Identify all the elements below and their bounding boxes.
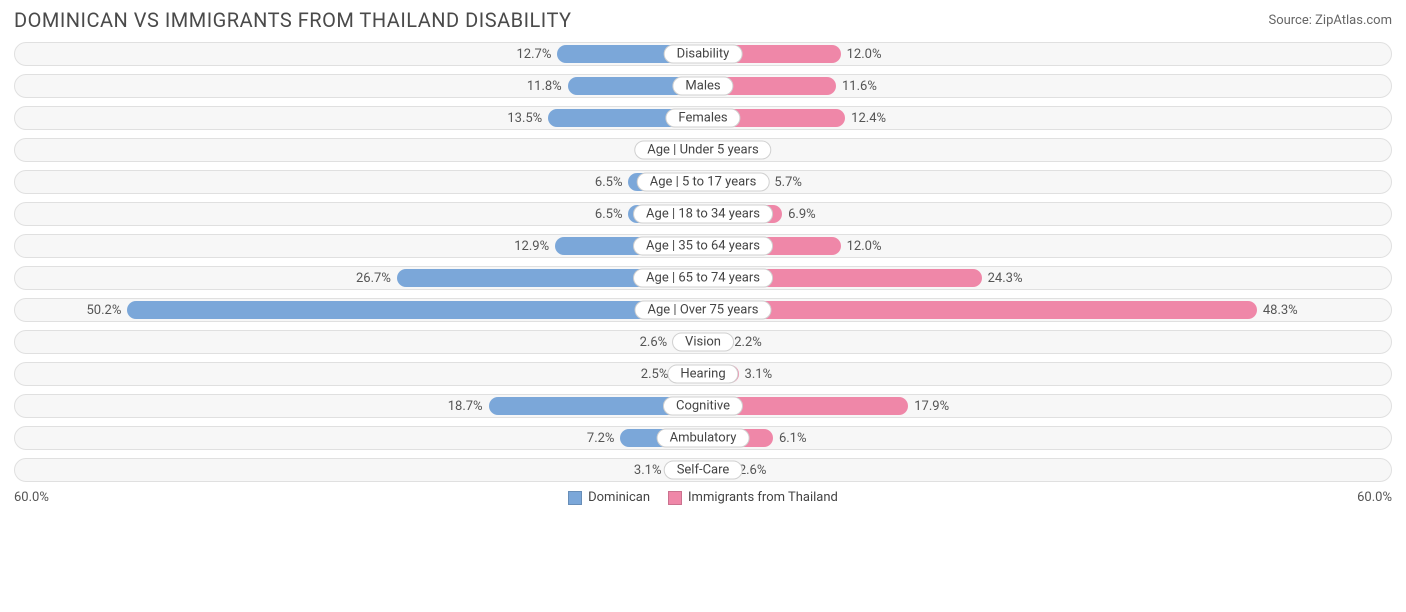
value-left: 3.1% — [634, 459, 668, 481]
chart-area: 12.7% 12.0% Disability 11.8% 11.6% Males 13.5%… — [0, 38, 1406, 482]
chart-row: 6.5% 5.7%Age | 5 to 17 years — [14, 170, 1392, 194]
legend: Dominican Immigrants from Thailand — [568, 490, 838, 505]
value-right: 12.4% — [845, 107, 886, 129]
row-label: Age | 65 to 74 years — [633, 269, 773, 288]
chart-row: 26.7% 24.3% Age | 65 to 74 years — [14, 266, 1392, 290]
chart-row: 2.6%2.2%Vision — [14, 330, 1392, 354]
row-label: Age | 35 to 64 years — [633, 237, 773, 256]
bar-right — [703, 301, 1257, 319]
value-left: 18.7% — [448, 395, 489, 417]
value-right: 11.6% — [836, 75, 877, 97]
chart-row: 1.1%1.2%Age | Under 5 years — [14, 138, 1392, 162]
legend-label: Dominican — [588, 490, 650, 505]
value-left: 7.2% — [587, 427, 621, 449]
value-left: 6.5% — [595, 203, 629, 225]
value-left: 11.8% — [527, 75, 568, 97]
value-left: 50.2% — [87, 299, 128, 321]
chart-row: 11.8% 11.6% Males — [14, 74, 1392, 98]
value-right: 12.0% — [841, 235, 882, 257]
axis-left-max: 60.0% — [14, 490, 49, 505]
legend-item: Dominican — [568, 490, 650, 505]
value-right: 12.0% — [841, 43, 882, 65]
legend-swatch — [668, 491, 682, 505]
bar-left — [127, 301, 703, 319]
row-label: Ambulatory — [657, 429, 750, 448]
chart-source: Source: ZipAtlas.com — [1268, 13, 1392, 28]
row-label: Vision — [672, 333, 734, 352]
chart-row: 3.1%2.6%Self-Care — [14, 458, 1392, 482]
chart-footer: 60.0% DominicanImmigrants from Thailand … — [0, 490, 1406, 505]
chart-row: 2.5%3.1%Hearing — [14, 362, 1392, 386]
row-label: Cognitive — [663, 397, 743, 416]
row-label: Age | Under 5 years — [634, 141, 771, 160]
value-right: 3.1% — [739, 363, 773, 385]
value-left: 26.7% — [356, 267, 397, 289]
value-right: 17.9% — [908, 395, 949, 417]
value-left: 12.9% — [514, 235, 555, 257]
chart-row: 50.2% 48.3% Age | Over 75 years — [14, 298, 1392, 322]
chart-row: 7.2% 6.1% Ambulatory — [14, 426, 1392, 450]
value-left: 2.6% — [640, 331, 674, 353]
row-label: Age | 5 to 17 years — [637, 173, 770, 192]
value-left: 12.7% — [517, 43, 558, 65]
value-right: 6.1% — [773, 427, 807, 449]
value-right: 48.3% — [1257, 299, 1298, 321]
chart-title: DOMINICAN VS IMMIGRANTS FROM THAILAND DI… — [14, 8, 572, 32]
chart-row: 6.5% 6.9% Age | 18 to 34 years — [14, 202, 1392, 226]
chart-header: DOMINICAN VS IMMIGRANTS FROM THAILAND DI… — [0, 0, 1406, 38]
row-label: Males — [672, 77, 733, 96]
legend-swatch — [568, 491, 582, 505]
row-label: Hearing — [667, 365, 738, 384]
row-label: Age | Over 75 years — [635, 301, 772, 320]
row-label: Age | 18 to 34 years — [633, 205, 773, 224]
chart-row: 12.7% 12.0% Disability — [14, 42, 1392, 66]
row-label: Self-Care — [664, 461, 743, 480]
value-left: 6.5% — [595, 171, 629, 193]
value-left: 13.5% — [507, 107, 548, 129]
value-right: 5.7% — [768, 171, 802, 193]
legend-item: Immigrants from Thailand — [668, 490, 838, 505]
chart-row: 13.5% 12.4% Females — [14, 106, 1392, 130]
legend-label: Immigrants from Thailand — [688, 490, 838, 505]
axis-right-max: 60.0% — [1357, 490, 1392, 505]
row-label: Disability — [664, 45, 743, 64]
value-right: 6.9% — [782, 203, 816, 225]
chart-row: 12.9% 12.0% Age | 35 to 64 years — [14, 234, 1392, 258]
row-label: Females — [665, 109, 740, 128]
value-right: 24.3% — [982, 267, 1023, 289]
chart-row: 18.7% 17.9% Cognitive — [14, 394, 1392, 418]
